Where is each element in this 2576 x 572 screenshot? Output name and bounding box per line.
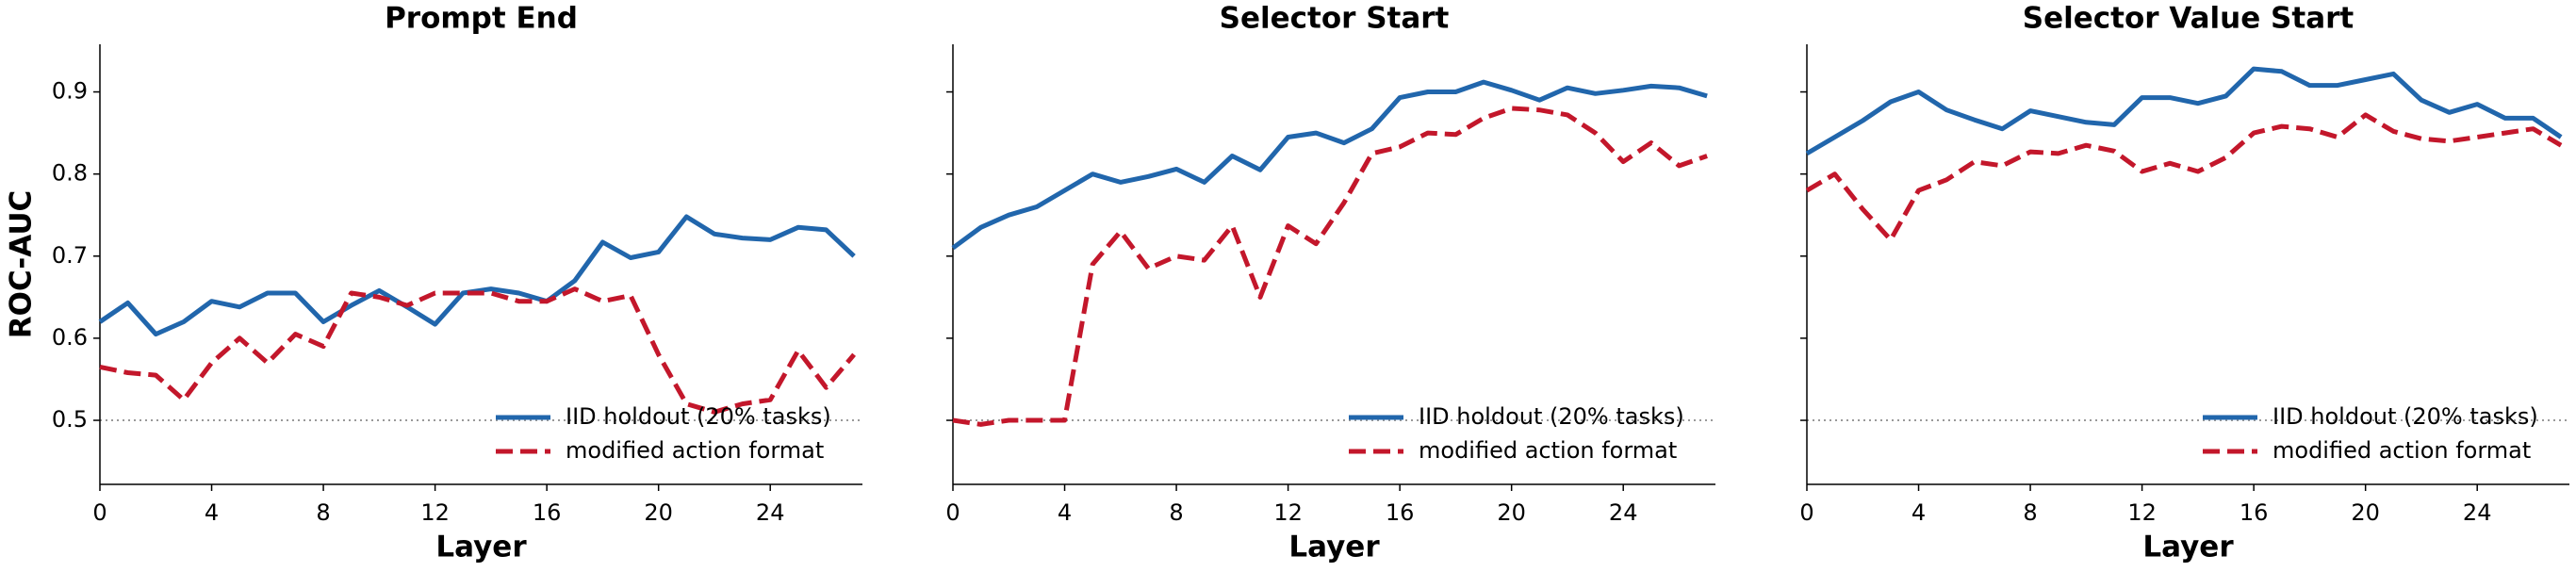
x-tick-label: 20	[2351, 499, 2380, 526]
y-tick-label: 0.8	[52, 160, 88, 187]
x-tick-label: 16	[533, 499, 562, 526]
series-line	[99, 286, 857, 415]
x-tick-label: 4	[1058, 499, 1072, 526]
series-line	[1805, 112, 2563, 242]
x-tick-label: 0	[945, 499, 960, 526]
x-tick-label: 0	[92, 499, 107, 526]
x-tick-label: 20	[644, 499, 673, 526]
x-tick-label: 4	[205, 499, 219, 526]
legend-label: IID holdout (20% tasks)	[566, 403, 831, 430]
y-tick-label: 0.7	[52, 242, 88, 269]
y-tick-label: 0.5	[52, 406, 88, 433]
x-tick-label: 16	[1386, 499, 1415, 526]
y-axis-label: ROC-AUC	[5, 190, 39, 339]
x-tick-label: 24	[2463, 499, 2492, 526]
y-tick-label: 0.9	[52, 78, 88, 105]
x-tick-label: 20	[1497, 499, 1526, 526]
panel-title: Prompt End	[385, 2, 578, 36]
legend-label: modified action format	[1419, 437, 1677, 464]
x-tick-label: 16	[2240, 499, 2269, 526]
series-line	[1805, 66, 2563, 156]
series-line	[98, 214, 856, 337]
x-tick-label: 12	[2127, 499, 2157, 526]
series-line	[951, 79, 1708, 251]
x-axis-label: Layer	[2142, 531, 2234, 564]
panel-title: Selector Start	[1220, 2, 1450, 36]
x-axis-label: Layer	[435, 531, 527, 564]
x-tick-label: 24	[1609, 499, 1638, 526]
legend-label: IID holdout (20% tasks)	[1419, 403, 1684, 430]
panel-title: Selector Value Start	[2023, 2, 2354, 36]
x-tick-label: 8	[1169, 499, 1183, 526]
legend-label: IID holdout (20% tasks)	[2272, 403, 2538, 430]
legend-label: modified action format	[566, 437, 824, 464]
legend-label: modified action format	[2272, 437, 2531, 464]
x-axis-label: Layer	[1288, 531, 1380, 564]
y-tick-label: 0.6	[52, 324, 88, 351]
x-tick-label: 8	[2023, 499, 2037, 526]
x-tick-label: 0	[1799, 499, 1813, 526]
x-tick-label: 8	[316, 499, 330, 526]
x-tick-label: 24	[756, 499, 785, 526]
x-tick-label: 12	[420, 499, 450, 526]
series-line	[952, 106, 1708, 427]
x-tick-label: 4	[1911, 499, 1926, 526]
x-tick-label: 12	[1273, 499, 1303, 526]
